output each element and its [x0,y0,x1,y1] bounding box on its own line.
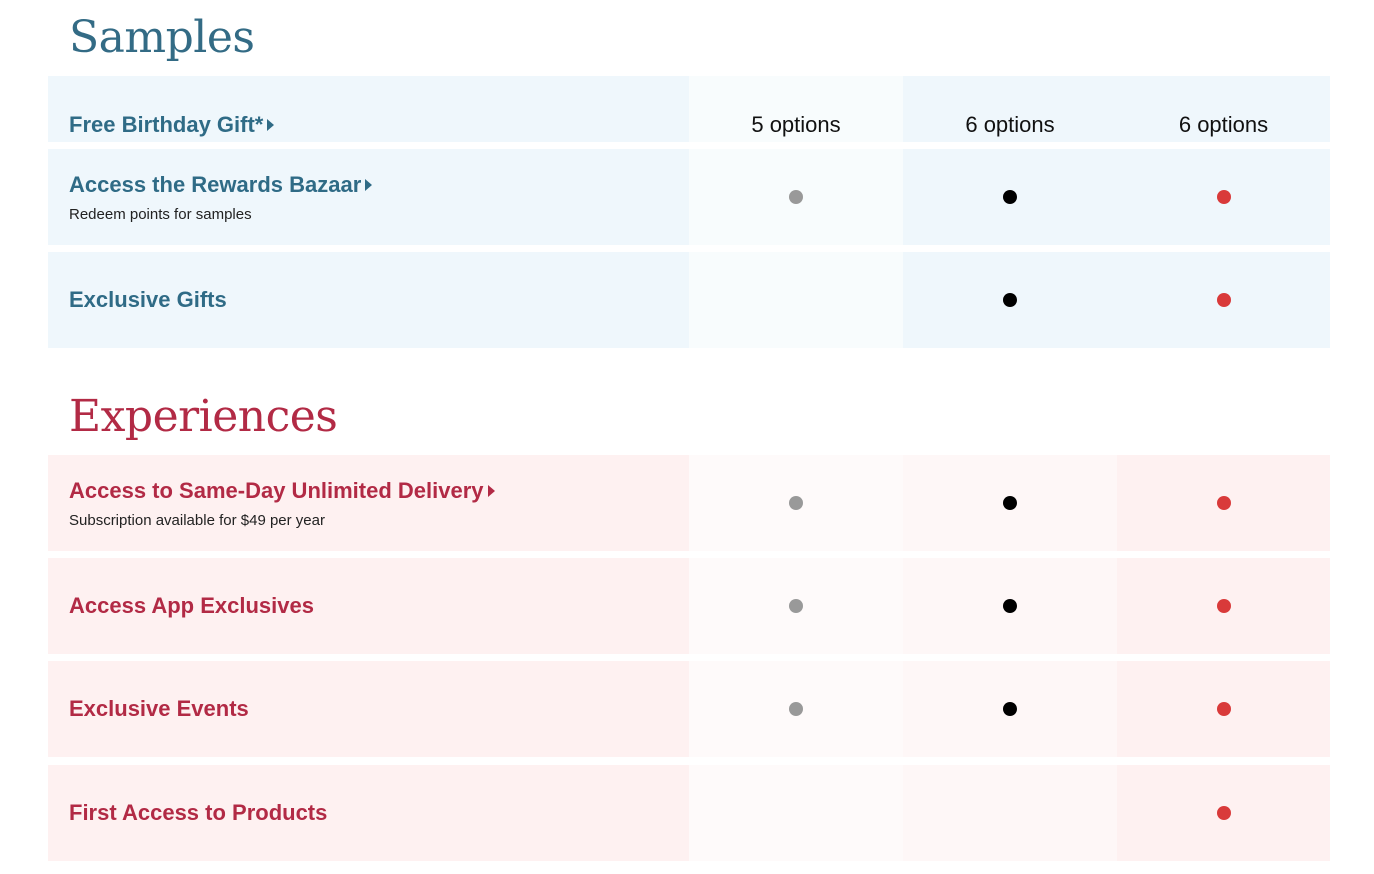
tier-2-dot-icon [1003,702,1017,716]
tier-2-dot-icon [1003,293,1017,307]
tier-1-cell [689,252,903,348]
tier-2-dot-icon [1003,599,1017,613]
tier-3-cell: 6 options [1117,76,1330,142]
benefit-row-exclusive-gifts: Exclusive Gifts [48,252,1330,348]
tier-1-cell [689,149,903,245]
benefit-label-cell: Exclusive Gifts [48,252,689,348]
benefit-row-same-day-delivery: Access to Same-Day Unlimited Delivery Su… [48,455,1330,551]
free-birthday-gift-link[interactable]: Free Birthday Gift* [69,112,275,138]
rewards-bazaar-link[interactable]: Access the Rewards Bazaar [69,171,373,198]
tier-2-cell [903,765,1117,861]
tier-3-dot-icon [1216,599,1231,613]
benefit-label: Access to Same-Day Unlimited Delivery [69,477,484,503]
tier-3-cell [1117,765,1330,861]
benefit-sublabel: Subscription available for $49 per year [69,511,325,529]
benefit-label-cell: Exclusive Events [48,661,689,757]
tier-1-cell [689,558,903,654]
benefit-label: Free Birthday Gift* [69,112,264,137]
tier-1-options: 5 options [751,112,841,137]
tier-3-dot-icon [1216,496,1231,510]
tier-1-dot-icon [789,599,803,613]
tier-3-cell [1117,661,1330,757]
tier-3-dot-icon [1216,702,1231,716]
caret-right-icon [365,178,373,191]
tier-1-dot-icon [789,496,803,510]
caret-right-icon [487,484,495,497]
tier-2-cell [903,252,1117,348]
caret-right-icon [267,119,275,131]
tier-3-cell [1117,252,1330,348]
benefit-row-rewards-bazaar: Access the Rewards Bazaar Redeem points … [48,149,1330,245]
benefit-row-exclusive-events: Exclusive Events [48,661,1330,757]
benefit-sublabel: Redeem points for samples [69,205,252,223]
tier-3-cell [1117,455,1330,551]
same-day-delivery-link[interactable]: Access to Same-Day Unlimited Delivery [69,478,495,504]
tier-1-cell: 5 options [689,76,903,142]
tier-3-options: 6 options [1178,112,1269,137]
tier-2-cell [903,661,1117,757]
samples-section-title: Samples [69,12,255,63]
benefit-label-cell: Free Birthday Gift* [48,76,689,142]
tier-3-cell [1117,558,1330,654]
tier-2-cell: 6 options [903,76,1117,142]
tier-2-cell [903,149,1117,245]
tier-3-dot-icon [1216,806,1231,820]
tier-1-dot-icon [789,190,803,204]
tier-2-dot-icon [1003,496,1017,510]
benefit-row-first-access: First Access to Products [48,765,1330,861]
tier-1-cell [689,765,903,861]
benefit-label: Exclusive Gifts [69,287,227,312]
benefit-label: Access the Rewards Bazaar [69,171,362,197]
benefit-label: First Access to Products [69,800,328,825]
benefit-label-cell: Access the Rewards Bazaar Redeem points … [48,149,689,245]
tier-2-dot-icon [1003,190,1017,204]
tier-3-dot-icon [1216,293,1231,307]
benefit-label-cell: Access to Same-Day Unlimited Delivery Su… [48,455,689,551]
tier-1-dot-icon [789,702,803,716]
benefit-row-app-exclusives: Access App Exclusives [48,558,1330,654]
benefit-label-cell: First Access to Products [48,765,689,861]
experiences-section-title: Experiences [69,391,338,442]
tier-2-options: 6 options [965,112,1055,137]
tier-2-cell [903,558,1117,654]
benefit-label-cell: Access App Exclusives [48,558,689,654]
tier-2-cell [903,455,1117,551]
tier-1-cell [689,455,903,551]
tier-3-cell [1117,149,1330,245]
benefit-row-free-birthday-gift: Free Birthday Gift* 5 options 6 options … [48,76,1330,142]
benefit-label: Access App Exclusives [69,593,314,618]
tier-3-dot-icon [1216,190,1231,204]
tier-1-cell [689,661,903,757]
benefit-label: Exclusive Events [69,696,249,721]
